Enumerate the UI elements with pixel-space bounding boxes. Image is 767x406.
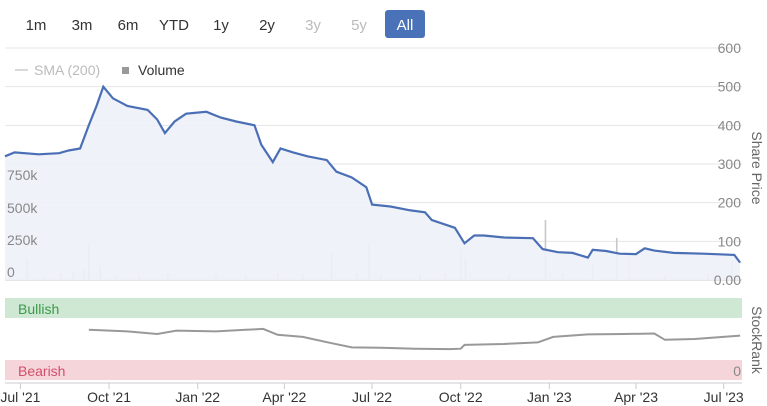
range-button-label: 3y xyxy=(305,17,321,34)
bearish-band xyxy=(5,360,742,380)
volume-legend-label[interactable]: Volume xyxy=(138,62,185,78)
range-button-label: All xyxy=(397,17,414,34)
x-tick-label: Jul '22 xyxy=(352,389,392,405)
x-axis: Jul '21 Oct '21 Jan '22 Apr '22 Jul '22 Oct '… xyxy=(0,382,744,405)
range-button-label: 5y xyxy=(351,17,367,34)
stockrank-tick-label: 0 xyxy=(733,363,741,379)
range-selector: 1m 3m 6m YTD 1y 2y 3y 5y All xyxy=(26,10,425,38)
x-tick-label: Oct '21 xyxy=(87,389,131,405)
price-area xyxy=(5,86,741,280)
price-tick-label: 100 xyxy=(718,233,742,249)
volume-tick-label: 750k xyxy=(7,167,38,183)
range-button-all[interactable]: All xyxy=(385,10,425,38)
price-tick-label: 600 xyxy=(718,40,742,56)
price-tick-label: 500 xyxy=(718,79,742,95)
x-tick-label: Apr '22 xyxy=(262,389,306,405)
range-button-2y[interactable]: 2y xyxy=(259,17,275,34)
price-line xyxy=(4,84,741,264)
range-button-5y[interactable]: 5y xyxy=(351,17,367,34)
x-tick-label: Apr '23 xyxy=(614,389,658,405)
stockrank-y-axis: 0 xyxy=(733,363,741,379)
range-button-1y[interactable]: 1y xyxy=(213,17,229,34)
range-button-1m[interactable]: 1m xyxy=(26,17,47,34)
volume-tick-label: 250k xyxy=(7,232,38,248)
price-tick-label: 400 xyxy=(718,117,742,133)
range-button-6m[interactable]: 6m xyxy=(118,17,139,34)
volume-legend-square xyxy=(122,67,129,74)
range-button-ytd[interactable]: YTD xyxy=(159,17,189,34)
x-tick-label: Jul '21 xyxy=(0,389,40,405)
bullish-label: Bullish xyxy=(18,301,59,317)
x-tick-label: Jul '23 xyxy=(704,389,744,405)
range-button-bg xyxy=(385,10,425,38)
x-tick-label: Jan '23 xyxy=(527,389,572,405)
stockrank-axis-title: StockRank xyxy=(749,306,765,375)
range-button-label: 3m xyxy=(72,17,93,34)
price-y-axis: 600 500 400 300 200 100 0.00 xyxy=(714,40,741,288)
bullish-band xyxy=(5,298,742,318)
volume-tick-label: 500k xyxy=(7,200,38,216)
price-tick-label: 0.00 xyxy=(714,272,741,288)
x-tick-label: Oct '22 xyxy=(439,389,483,405)
sma-legend-label[interactable]: SMA (200) xyxy=(34,62,100,78)
legend: SMA (200) Volume xyxy=(15,62,185,78)
range-button-label: 1y xyxy=(213,17,229,34)
volume-tick-label: 0 xyxy=(7,264,15,280)
range-button-label: 1m xyxy=(26,17,47,34)
share-price-axis-title: Share Price xyxy=(749,131,765,204)
range-button-label: YTD xyxy=(159,17,189,34)
range-button-3y[interactable]: 3y xyxy=(305,17,321,34)
range-button-label: 6m xyxy=(118,17,139,34)
x-tick-label: Jan '22 xyxy=(175,389,220,405)
bearish-label: Bearish xyxy=(18,363,65,379)
price-tick-label: 300 xyxy=(718,156,742,172)
volume-y-axis: 750k 500k 250k 0 xyxy=(7,167,38,280)
price-tick-label: 200 xyxy=(718,195,742,211)
stockrank-line xyxy=(88,327,741,351)
range-button-3m[interactable]: 3m xyxy=(72,17,93,34)
range-button-label: 2y xyxy=(259,17,275,34)
